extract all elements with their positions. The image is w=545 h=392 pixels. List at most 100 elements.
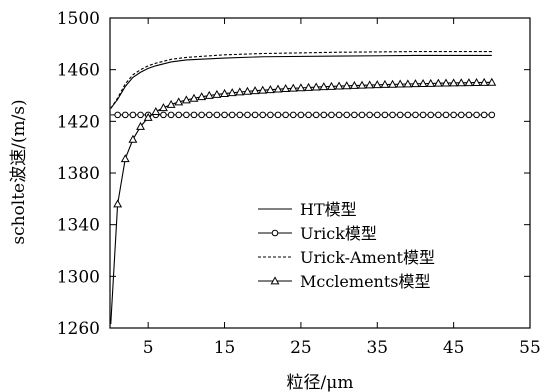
series-Urick模型-point (412, 111, 419, 119)
series-Urick模型-point (190, 111, 198, 119)
series-Urick模型-point (480, 111, 488, 119)
series-Urick模型-point (320, 111, 328, 119)
legend-label-Mcclements模型: Mcclements模型 (300, 272, 430, 291)
series-Mcclements模型-point (204, 90, 214, 99)
series-Mcclements模型-point (120, 154, 130, 163)
series-HT模型-group (110, 54, 492, 109)
series-Urick模型-point (259, 111, 267, 119)
series-Urick模型-point (366, 111, 373, 119)
series-Mcclements模型-point (166, 99, 176, 108)
series-Mcclements模型-point (418, 78, 428, 87)
series-Urick模型-point (328, 111, 335, 119)
legend-label-HT模型: HT模型 (300, 200, 357, 219)
series-Mcclements模型-point (227, 88, 237, 97)
series-Mcclements模型-point (189, 93, 199, 102)
series-Urick-Ament模型-group (110, 51, 492, 109)
series-Urick模型-point (312, 111, 320, 119)
series-Urick模型-point (297, 111, 305, 119)
series-Urick模型-point (381, 111, 389, 119)
series-Urick模型-point (465, 111, 473, 119)
series-Mcclements模型-point (235, 87, 245, 96)
series-Mcclements模型-point (258, 85, 268, 94)
series-Urick模型-point (289, 111, 297, 119)
series-Mcclements模型-point (334, 81, 344, 90)
series-Mcclements模型-point (311, 82, 321, 91)
y-tick-label: 1340 (57, 216, 100, 236)
series-Mcclements模型-point (395, 79, 405, 88)
series-Urick模型-point (373, 111, 381, 119)
series-Mcclements模型-point (220, 88, 229, 97)
series-Mcclements模型-point (265, 85, 275, 94)
series-Urick-Ament模型-line (110, 51, 492, 109)
series-Urick模型-point (427, 111, 435, 119)
series-Urick模型-point (450, 111, 457, 119)
x-tick-label: 5 (143, 338, 154, 358)
series-Mcclements模型-group (110, 77, 497, 325)
y-tick-label: 1460 (57, 61, 100, 81)
series-Urick模型-point (435, 111, 442, 119)
series-Urick模型-point (221, 111, 228, 119)
series-Mcclements模型-point (243, 86, 252, 95)
series-Urick模型-point (228, 111, 236, 119)
series-Mcclements模型-point (288, 83, 298, 92)
series-Mcclements模型-point (159, 103, 168, 112)
series-Urick模型-point (183, 111, 190, 119)
x-axis-title: 粒径/μm (287, 373, 354, 392)
y-tick-label: 1500 (57, 9, 100, 29)
series-Mcclements模型-point (250, 86, 260, 95)
series-Mcclements模型-point (441, 78, 451, 87)
series-Mcclements模型-point (197, 92, 207, 101)
series-Mcclements模型-point (151, 107, 161, 116)
series-Mcclements模型-point (136, 121, 145, 130)
series-Mcclements模型-point (403, 79, 413, 88)
series-Urick模型-point (351, 111, 358, 119)
series-Urick模型-point (305, 111, 312, 119)
series-Mcclements模型-point (388, 79, 397, 88)
series-Urick模型-point (137, 111, 144, 119)
x-tick-label: 25 (290, 338, 312, 358)
series-Urick模型-point (213, 111, 221, 119)
series-Mcclements模型-point (143, 112, 153, 121)
series-Urick模型-point (236, 111, 244, 119)
series-Urick模型-point (121, 111, 129, 119)
series-Urick模型-point (358, 111, 366, 119)
series-Urick模型-point (114, 111, 121, 119)
series-Mcclements模型-point (327, 81, 336, 90)
series-Mcclements模型-point (426, 78, 436, 87)
series-Mcclements模型-point (357, 80, 367, 89)
series-Mcclements模型-point (273, 84, 283, 93)
y-tick-label: 1300 (57, 267, 100, 287)
x-tick-label: 45 (443, 338, 465, 358)
series-Urick模型-point (442, 111, 450, 119)
series-Urick模型-point (267, 111, 274, 119)
series-Urick模型-point (473, 111, 480, 119)
series-Urick模型-point (198, 111, 205, 119)
series-Mcclements模型-point (128, 134, 138, 143)
series-Mcclements模型-point (479, 77, 489, 86)
series-Urick模型-point (488, 111, 496, 119)
series-Mcclements模型-point (433, 78, 443, 87)
series-Mcclements模型-point (181, 95, 191, 104)
series-Mcclements模型-point (281, 84, 291, 93)
legend: HT模型 Urick模型 Urick-Ament模型 Mcclements模型 (258, 200, 435, 291)
series-Mcclements模型-point (304, 82, 313, 91)
series-Mcclements模型-point (456, 78, 466, 87)
series-Mcclements模型-point (411, 79, 420, 88)
series-Mcclements模型-point (365, 80, 375, 89)
series-Urick模型-group (110, 111, 496, 119)
series-Mcclements模型-point (296, 83, 306, 92)
series-Mcclements模型-point (349, 80, 359, 89)
series-HT模型-line (110, 54, 492, 109)
y-tick-label: 1380 (57, 164, 100, 184)
series-Mcclements模型-point (487, 77, 497, 86)
series-Urick模型-point (457, 111, 465, 119)
legend-label-Urick-Ament模型: Urick-Ament模型 (300, 248, 435, 267)
series-Urick模型-point (389, 111, 396, 119)
series-Urick模型-point (404, 111, 412, 119)
series-Mcclements模型-point (472, 77, 481, 86)
series-Mcclements模型-point (380, 79, 390, 88)
legend-marker-Urick模型 (271, 229, 279, 237)
series-Mcclements模型-point (342, 81, 352, 90)
series-Urick模型-point (419, 111, 427, 119)
